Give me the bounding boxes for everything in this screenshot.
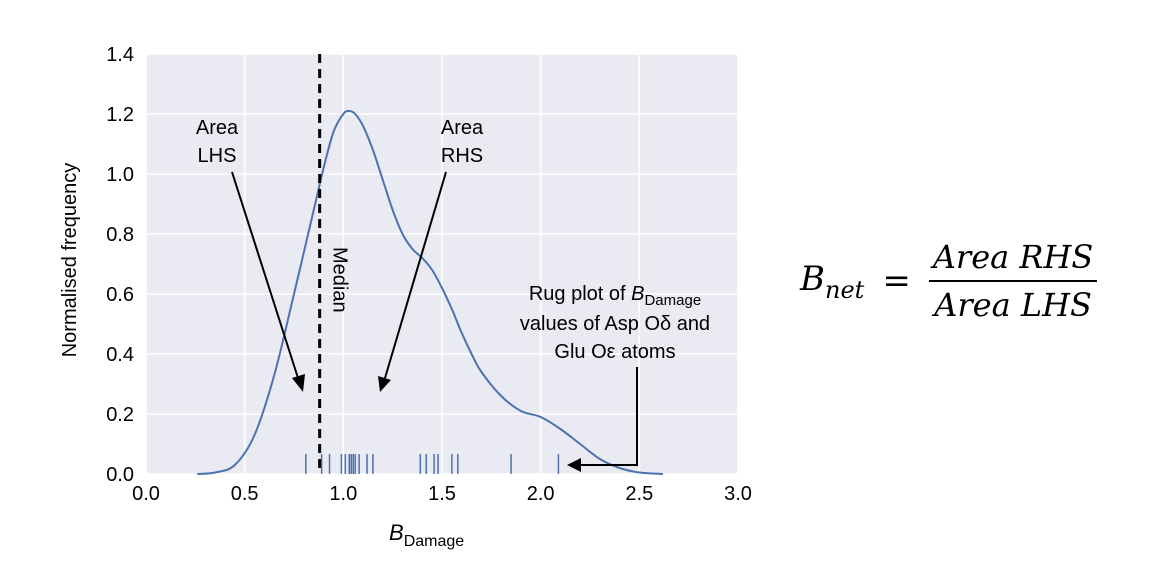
rug-plot: [305, 454, 560, 474]
formula-denominator: Area LHS: [934, 286, 1092, 324]
arrow-lhs-head: [292, 374, 305, 392]
x-tick-label: 3.0: [724, 483, 752, 505]
arrow-rug-head: [567, 458, 581, 472]
rug-annotation-b: B: [631, 283, 644, 305]
x-axis-label-main: B: [389, 520, 404, 545]
x-tick-label: 0.0: [132, 483, 160, 505]
area-lhs-label-line1: Area: [196, 117, 239, 139]
y-tick-label: 0.2: [106, 404, 134, 426]
area-rhs-label-line2: RHS: [441, 145, 483, 167]
y-tick-label: 0.4: [106, 344, 134, 366]
formula-fraction: Area RHS Area LHS: [928, 238, 1098, 324]
x-tick-label: 2.5: [625, 483, 653, 505]
y-tick-label: 0.0: [106, 464, 134, 486]
formula-lhs-sub: net: [825, 275, 865, 304]
area-lhs-label-line2: LHS: [198, 145, 237, 167]
x-axis-label: BDamage: [389, 520, 464, 550]
median-label: Median: [329, 247, 351, 313]
arrow-rug-shaft: [580, 367, 638, 466]
y-tick-label: 0.8: [106, 224, 134, 246]
arrow-rhs-shaft: [384, 171, 447, 379]
formula-lhs-main: B: [800, 258, 825, 299]
x-tick-label: 1.5: [428, 483, 456, 505]
y-axis-label: Normalised frequency: [59, 163, 81, 358]
y-tick-label: 0.6: [106, 284, 134, 306]
formula-numerator: Area RHS: [928, 238, 1098, 282]
x-tick-label: 0.5: [231, 483, 259, 505]
formula-equals: =: [882, 261, 911, 301]
y-tick-labels: 0.0 0.2 0.4 0.6 0.8 1.0 1.2 1.4: [106, 44, 134, 486]
x-tick-label: 2.0: [527, 483, 555, 505]
rug-annotation-line3: Glu Oε atoms: [554, 341, 675, 363]
grid-lines: [145, 53, 739, 475]
x-axis-label-sub: Damage: [404, 533, 465, 550]
density-curve: [197, 109, 664, 475]
arrow-lhs-shaft: [231, 171, 299, 379]
y-tick-label: 1.4: [106, 44, 134, 66]
x-tick-labels: 0.0 0.5 1.0 1.5 2.0 2.5 3.0: [132, 483, 752, 505]
x-tick-label: 1.0: [329, 483, 357, 505]
formula-lhs: Bnet: [800, 259, 864, 304]
y-tick-label: 1.0: [106, 164, 134, 186]
rug-annotation-line1: Rug plot of BDamage: [529, 283, 701, 309]
arrow-rhs-head: [378, 376, 391, 392]
rug-annotation-sub: Damage: [644, 292, 701, 309]
rug-annotation-pre: Rug plot of: [529, 283, 631, 305]
bnet-formula: Bnet = Area RHS Area LHS: [800, 238, 1098, 324]
rug-annotation-line2: values of Asp Oδ and: [520, 313, 710, 335]
y-tick-label: 1.2: [106, 104, 134, 126]
area-rhs-label-line1: Area: [441, 117, 484, 139]
